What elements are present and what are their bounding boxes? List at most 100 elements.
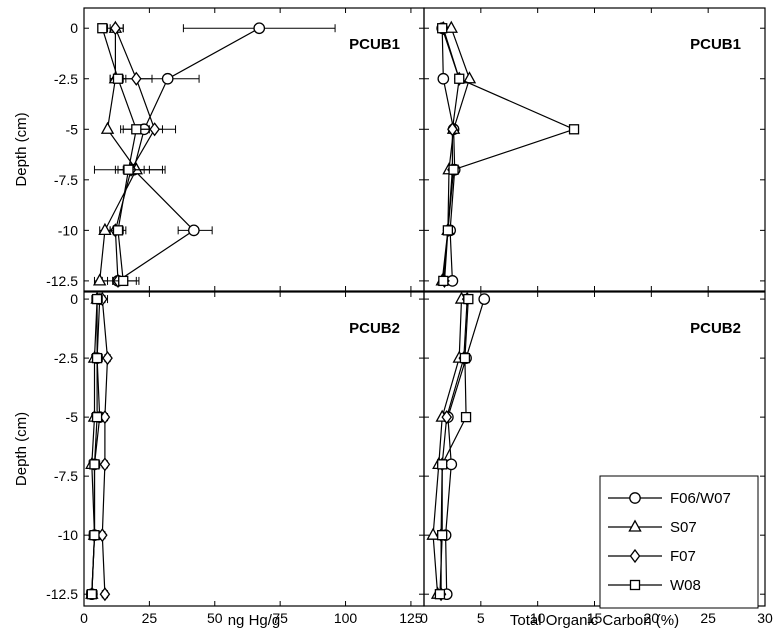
data-point xyxy=(441,410,453,425)
data-point xyxy=(98,222,112,236)
data-point xyxy=(448,164,459,175)
data-point xyxy=(437,23,448,34)
data-point xyxy=(91,411,103,423)
legend-entry: W08 xyxy=(608,577,701,594)
series-F07 xyxy=(96,291,113,602)
data-point xyxy=(426,527,440,540)
x-tick-label: 10 xyxy=(530,610,546,626)
x-tick-label: 25 xyxy=(142,610,158,626)
x-tick-label: 0 xyxy=(80,610,88,626)
series-line xyxy=(432,299,463,595)
x-axis-label: ng Hg/g xyxy=(228,612,281,629)
series-W08 xyxy=(437,23,580,287)
x-tick-label: 20 xyxy=(644,610,660,626)
panel-3: 0-2.5-5-7.5-10-12.50 25 50 75 100 125PCUB2Dep… xyxy=(13,291,425,629)
legend-marker xyxy=(628,519,642,532)
x-tick-label: 0 xyxy=(420,610,428,626)
series-line xyxy=(91,299,98,595)
data-point xyxy=(86,589,97,600)
data-point xyxy=(112,73,124,84)
panel-2: PCUB1 xyxy=(423,7,766,292)
x-tick-label: 15 xyxy=(587,610,603,626)
data-point xyxy=(131,124,142,135)
data-point xyxy=(149,122,160,137)
series-line xyxy=(441,28,456,281)
y-tick-label: -10 xyxy=(58,222,78,238)
data-point xyxy=(460,411,472,423)
y-tick-label: 0 xyxy=(70,20,78,36)
series-S07 xyxy=(85,291,104,599)
y-tick-label: -12.5 xyxy=(46,586,78,602)
y-tick-label: -12.5 xyxy=(46,273,78,289)
series-line xyxy=(101,28,137,281)
x-tick-label: 30 xyxy=(757,610,773,626)
data-point xyxy=(444,20,458,33)
data-point xyxy=(437,530,448,541)
data-point xyxy=(97,23,108,34)
series-line xyxy=(440,299,468,595)
data-point xyxy=(102,351,113,366)
data-point xyxy=(454,73,465,84)
data-point xyxy=(161,72,174,85)
series-W08 xyxy=(93,23,163,287)
data-point xyxy=(459,352,471,364)
series-line xyxy=(114,27,156,281)
y-axis-label: Depth (cm) xyxy=(13,412,30,486)
x-tick-label: 50 xyxy=(207,610,223,626)
series-line xyxy=(441,28,576,281)
data-point xyxy=(187,224,200,237)
data-point xyxy=(123,164,134,175)
panel-label: PCUB1 xyxy=(349,36,400,53)
data-point xyxy=(438,275,449,287)
data-point xyxy=(442,225,454,236)
panel-label: PCUB2 xyxy=(690,320,741,337)
y-tick-label: -5 xyxy=(66,409,79,425)
data-point xyxy=(99,587,111,602)
y-tick-label: -5 xyxy=(66,121,79,137)
y-tick-label: -2.5 xyxy=(54,71,78,87)
data-point xyxy=(89,459,100,470)
y-tick-label: -7.5 xyxy=(54,468,78,484)
legend-marker xyxy=(629,548,641,564)
y-tick-label: -2.5 xyxy=(54,350,78,366)
data-point xyxy=(99,457,111,472)
legend-entry: S07 xyxy=(608,519,697,536)
x-axis-label: Total Organic Carbon (%) xyxy=(510,612,679,629)
x-tick-label: 75 xyxy=(272,610,288,626)
data-point xyxy=(91,293,103,305)
x-tick-label: 100 xyxy=(334,610,358,626)
legend-label: S07 xyxy=(670,519,697,536)
data-point xyxy=(478,293,491,305)
data-point xyxy=(89,530,100,541)
y-tick-label: -7.5 xyxy=(54,172,78,188)
panel-label: PCUB2 xyxy=(349,320,400,337)
data-point xyxy=(92,273,107,286)
legend-label: F06/W07 xyxy=(670,490,731,507)
data-point xyxy=(91,352,103,364)
legend-label: W08 xyxy=(670,577,701,594)
data-point xyxy=(463,293,474,305)
series-line xyxy=(444,298,485,595)
legend-entry: F06/W07 xyxy=(608,490,731,507)
data-point xyxy=(118,275,129,287)
panel-label: PCUB1 xyxy=(690,36,741,53)
legend-marker xyxy=(629,492,641,504)
panel-1: 0 -2.5 -5 -7.5 -10 -12.5 PCUB1 Depth (cm) xyxy=(13,7,425,292)
series-S07 xyxy=(426,291,469,599)
panel-4: 0 5 10 15 20 25 30 PCUB2 Total Organic Carbon (%… xyxy=(420,291,773,629)
legend-marker xyxy=(629,579,641,591)
data-point xyxy=(437,72,450,85)
series-W08 xyxy=(86,293,103,600)
legend: F06/W07 S07 F07 W08 xyxy=(599,475,759,609)
data-point xyxy=(100,121,115,134)
series-line xyxy=(117,27,260,282)
y-tick-label: -10 xyxy=(58,527,78,543)
data-point xyxy=(434,589,446,600)
y-tick-label: 0 xyxy=(70,291,78,307)
series-W08 xyxy=(434,293,474,600)
x-tick-label: 125 xyxy=(399,610,423,626)
legend-entry: F07 xyxy=(608,548,696,565)
data-point xyxy=(447,122,458,137)
series-line xyxy=(101,299,109,595)
